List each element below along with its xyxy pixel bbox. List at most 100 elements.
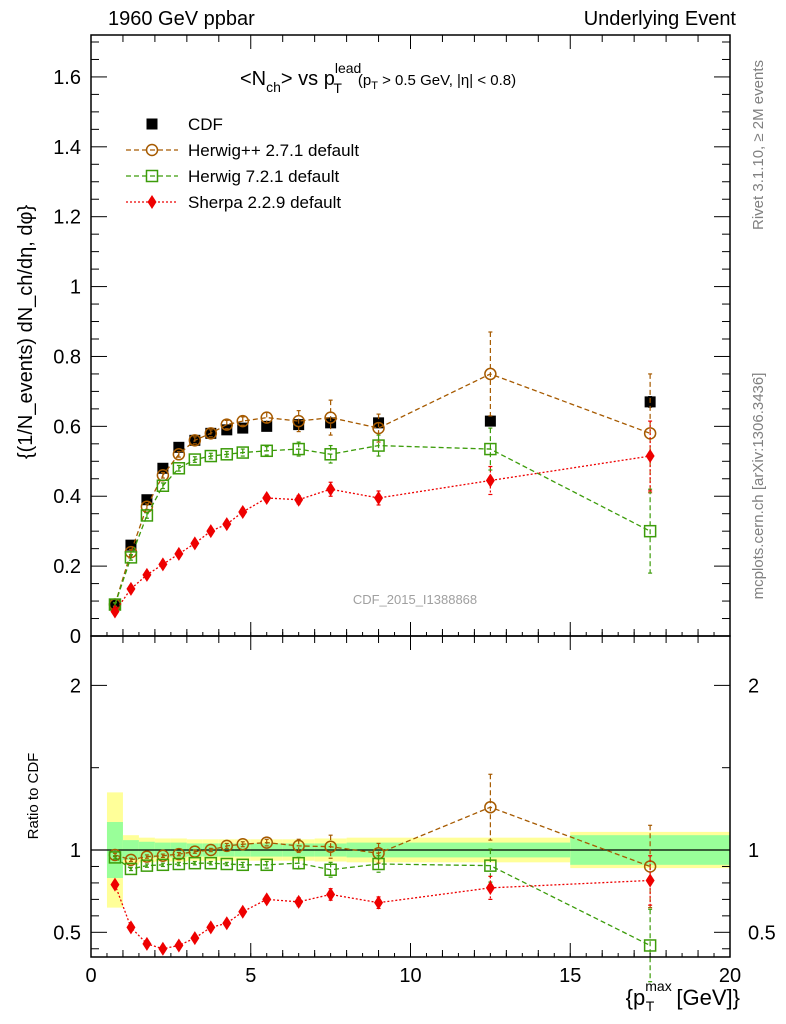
legend-label: CDF: [188, 115, 223, 134]
series-group: [108, 427, 657, 611]
data-point-sherpa: [238, 904, 248, 919]
data-point-sherpa: [645, 873, 655, 888]
y-tick-label-ratio: 0.5: [53, 922, 81, 944]
data-point-cdf: [293, 419, 305, 431]
data-point-herwigpp: [220, 418, 234, 431]
legend-label: Herwig++ 2.7.1 default: [188, 141, 359, 160]
data-point-herwig7: [124, 862, 138, 876]
data-point-herwigpp: [204, 427, 218, 440]
y-tick-label-main: 0.8: [53, 346, 81, 368]
data-point-herwigpp: [324, 840, 337, 853]
data-point-sherpa: [206, 524, 216, 539]
data-point-herwigpp: [156, 849, 170, 863]
watermark: CDF_2015_I1388868: [353, 592, 477, 607]
data-point-herwig7: [484, 859, 497, 872]
data-point-herwigpp: [292, 414, 305, 428]
data-point-herwigpp: [145, 143, 159, 157]
rivet-version-label: Rivet 3.1.10, ≥ 2M events: [750, 60, 767, 230]
x-tick-label: 5: [245, 965, 256, 987]
data-point-herwig7: [204, 856, 218, 870]
data-point-sherpa: [485, 473, 495, 488]
data-point-sherpa: [645, 449, 655, 464]
data-point-herwig7: [140, 859, 154, 872]
axis-tick-labels: 0 5 10 15 20 0 0.2 0.4 0.6 0.8 1 1.2 1.4 1.6 0.5 0.5 1 1 2…: [53, 67, 776, 987]
data-point-herwig7: [156, 479, 170, 492]
data-point-sherpa: [262, 490, 272, 505]
data-point-herwig7: [172, 462, 186, 475]
data-point-herwig7: [372, 439, 385, 452]
y-tick-label-main: 1.2: [53, 207, 81, 229]
y-tick-label-main: 0.2: [53, 556, 81, 578]
data-point-herwig7: [124, 551, 138, 564]
data-point-sherpa: [126, 920, 136, 935]
main-panel-frame: [90, 34, 731, 637]
data-point-cdf: [157, 462, 169, 474]
series-line: [114, 444, 651, 605]
data-point-cdf: [146, 118, 158, 130]
x-tick-label: 10: [399, 965, 421, 987]
data-point-herwigpp: [140, 850, 154, 863]
data-point-herwig7: [220, 448, 234, 461]
y-tick-label-main: 0: [70, 626, 81, 648]
data-point-herwig7: [292, 856, 305, 870]
data-point-cdf: [173, 441, 185, 453]
data-point-sherpa: [190, 931, 200, 946]
data-point-herwig7: [220, 857, 234, 871]
data-point-sherpa: [326, 482, 336, 497]
data-point-sherpa: [158, 941, 168, 956]
data-point-sherpa: [374, 895, 384, 910]
series-group: [108, 773, 657, 909]
panel-frames: [90, 34, 731, 958]
data-point-herwigpp: [172, 448, 186, 461]
data-point-sherpa: [238, 504, 248, 519]
y-axis-label-main: {(1/N_events) dN_ch/dη, dφ}: [15, 205, 37, 460]
y-axis-label-ratio: Ratio to CDF: [25, 753, 42, 840]
data-point-herwig7: [188, 453, 202, 466]
data-point-sherpa: [147, 195, 157, 209]
series-group: [110, 855, 655, 956]
data-point-sherpa: [174, 938, 184, 953]
series-line: [114, 455, 651, 612]
data-point-herwigpp: [372, 421, 385, 435]
data-point-herwigpp: [484, 367, 497, 381]
data-point-sherpa: [126, 581, 136, 596]
data-point-herwig7: [108, 851, 122, 864]
data-point-herwigpp: [484, 800, 497, 814]
data-point-herwig7: [643, 939, 657, 952]
y-tick-label-main: 1.6: [53, 67, 81, 89]
legend-item: Sherpa 2.2.9 default: [126, 193, 341, 212]
data-point-sherpa: [294, 894, 304, 909]
series-group: [108, 331, 657, 611]
y-tick-label-ratio: 2: [70, 675, 81, 697]
data-point-sherpa: [142, 567, 152, 582]
data-point-sherpa: [110, 877, 120, 892]
data-point-herwigpp: [204, 843, 218, 857]
y-tick-label-main: 0.6: [53, 416, 81, 438]
header-left-label: 1960 GeV ppbar: [108, 8, 255, 30]
series-line: [114, 373, 651, 605]
x-tick-label: 15: [559, 965, 581, 987]
y-tick-label-ratio-right: 1: [748, 840, 759, 862]
legend-item: Herwig++ 2.7.1 default: [126, 141, 359, 160]
data-point-sherpa: [206, 920, 216, 935]
data-point-sherpa: [326, 887, 336, 902]
y-tick-label-main: 1: [70, 277, 81, 299]
x-tick-label: 0: [85, 965, 96, 987]
data-point-sherpa: [262, 892, 272, 907]
data-point-sherpa: [485, 880, 495, 895]
legend-item: CDF: [146, 115, 223, 134]
axis-ticks: [90, 35, 731, 957]
data-point-sherpa: [158, 557, 168, 572]
data-point-herwig7: [484, 442, 497, 456]
legend: CDF Herwig++ 2.7.1 default Herwig 7.2.1 de…: [126, 115, 359, 212]
y-tick-label-main: 0.4: [53, 486, 81, 508]
main-panel-series: [108, 331, 657, 619]
data-point-sherpa: [374, 490, 384, 505]
data-point-cdf: [141, 494, 153, 506]
main-title: <Nch> vs plead T (pT > 0.5 GeV, |η| < 0.8): [240, 60, 516, 96]
data-point-herwigpp: [188, 434, 202, 447]
data-point-herwig7: [145, 169, 159, 183]
y-tick-label-ratio: 1: [70, 840, 81, 862]
x-axis-label: {pmax T [GeV]}: [626, 978, 740, 1014]
